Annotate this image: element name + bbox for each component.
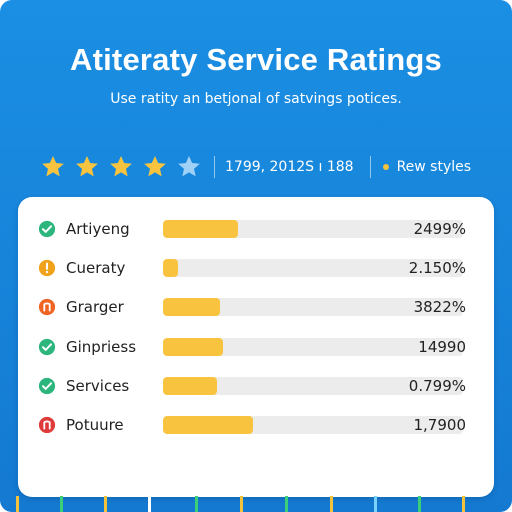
page-subtitle: Use ratity an betjonal of satvings potic… xyxy=(110,91,402,107)
star-filled-icon xyxy=(144,155,166,177)
rating-stats: 1799, 2012S ı 188 xyxy=(225,159,354,175)
tick-mark xyxy=(148,496,151,512)
bullet-dot-icon xyxy=(382,164,389,170)
tick-mark xyxy=(330,496,333,512)
row-value: 2.150% xyxy=(408,259,466,278)
star-filled-icon xyxy=(76,155,98,177)
check-circle-icon xyxy=(38,338,56,355)
progress-track xyxy=(163,416,463,434)
tick-mark xyxy=(195,496,198,512)
star-rating xyxy=(40,154,210,180)
progress-track xyxy=(163,220,463,238)
star-filled-icon xyxy=(110,155,132,177)
row-value: 14990 xyxy=(418,337,466,356)
page-title: Atiteraty Service Ratings xyxy=(70,42,442,77)
row-label: Potuure xyxy=(66,416,124,434)
row-label: Services xyxy=(66,376,130,395)
progress-track xyxy=(163,337,463,356)
row-value: 3822% xyxy=(413,298,466,317)
progress-fill xyxy=(163,259,178,278)
rating-row[interactable]: Grarger 3822% xyxy=(18,292,494,322)
star-empty-icon xyxy=(178,155,200,177)
rating-row[interactable]: Services 0.799% xyxy=(18,371,494,401)
tick-mark xyxy=(60,496,63,512)
star-filled-icon xyxy=(42,155,64,177)
progress-fill xyxy=(163,298,220,317)
tick-mark xyxy=(240,496,243,512)
tick-mark xyxy=(104,496,107,512)
row-label: Ginpriess xyxy=(66,337,137,356)
progress-fill xyxy=(163,337,223,356)
rating-row[interactable]: Artiyeng 2499% xyxy=(18,214,494,244)
progress-track xyxy=(163,259,463,278)
warning-circle-icon xyxy=(38,260,56,277)
row-value: 2499% xyxy=(413,220,466,238)
ratings-card: Artiyeng 2499% Cueraty 2.150% Grarger 3822% Gi… xyxy=(18,197,494,497)
bottom-ticks xyxy=(0,496,512,512)
tick-mark xyxy=(462,496,465,512)
view-styles-link[interactable]: Rew styles xyxy=(396,159,472,175)
tick-mark xyxy=(285,496,288,512)
rating-row[interactable]: Potuure 1,7900 xyxy=(18,410,494,440)
check-circle-icon xyxy=(38,220,56,238)
alert-circle-icon xyxy=(38,416,56,434)
progress-track xyxy=(163,298,463,317)
rating-summary: 1799, 2012S ı 188 Rew styles xyxy=(40,152,471,182)
row-value: 1,7900 xyxy=(413,416,467,434)
tick-mark xyxy=(418,496,421,512)
divider xyxy=(214,156,215,178)
check-circle-icon xyxy=(38,377,56,394)
progress-fill xyxy=(163,220,238,238)
divider xyxy=(369,156,371,178)
progress-track xyxy=(163,376,463,395)
progress-fill xyxy=(163,376,217,395)
rating-row[interactable]: Ginpriess 14990 xyxy=(18,332,494,362)
rating-row[interactable]: Cueraty 2.150% xyxy=(18,253,494,283)
tick-mark xyxy=(16,496,19,512)
row-label: Artiyeng xyxy=(66,220,130,238)
row-label: Grarger xyxy=(66,298,124,317)
progress-fill xyxy=(163,416,253,434)
tick-mark xyxy=(374,496,377,512)
alert-circle-icon xyxy=(38,299,56,316)
row-value: 0.799% xyxy=(408,376,466,395)
row-label: Cueraty xyxy=(66,259,126,278)
